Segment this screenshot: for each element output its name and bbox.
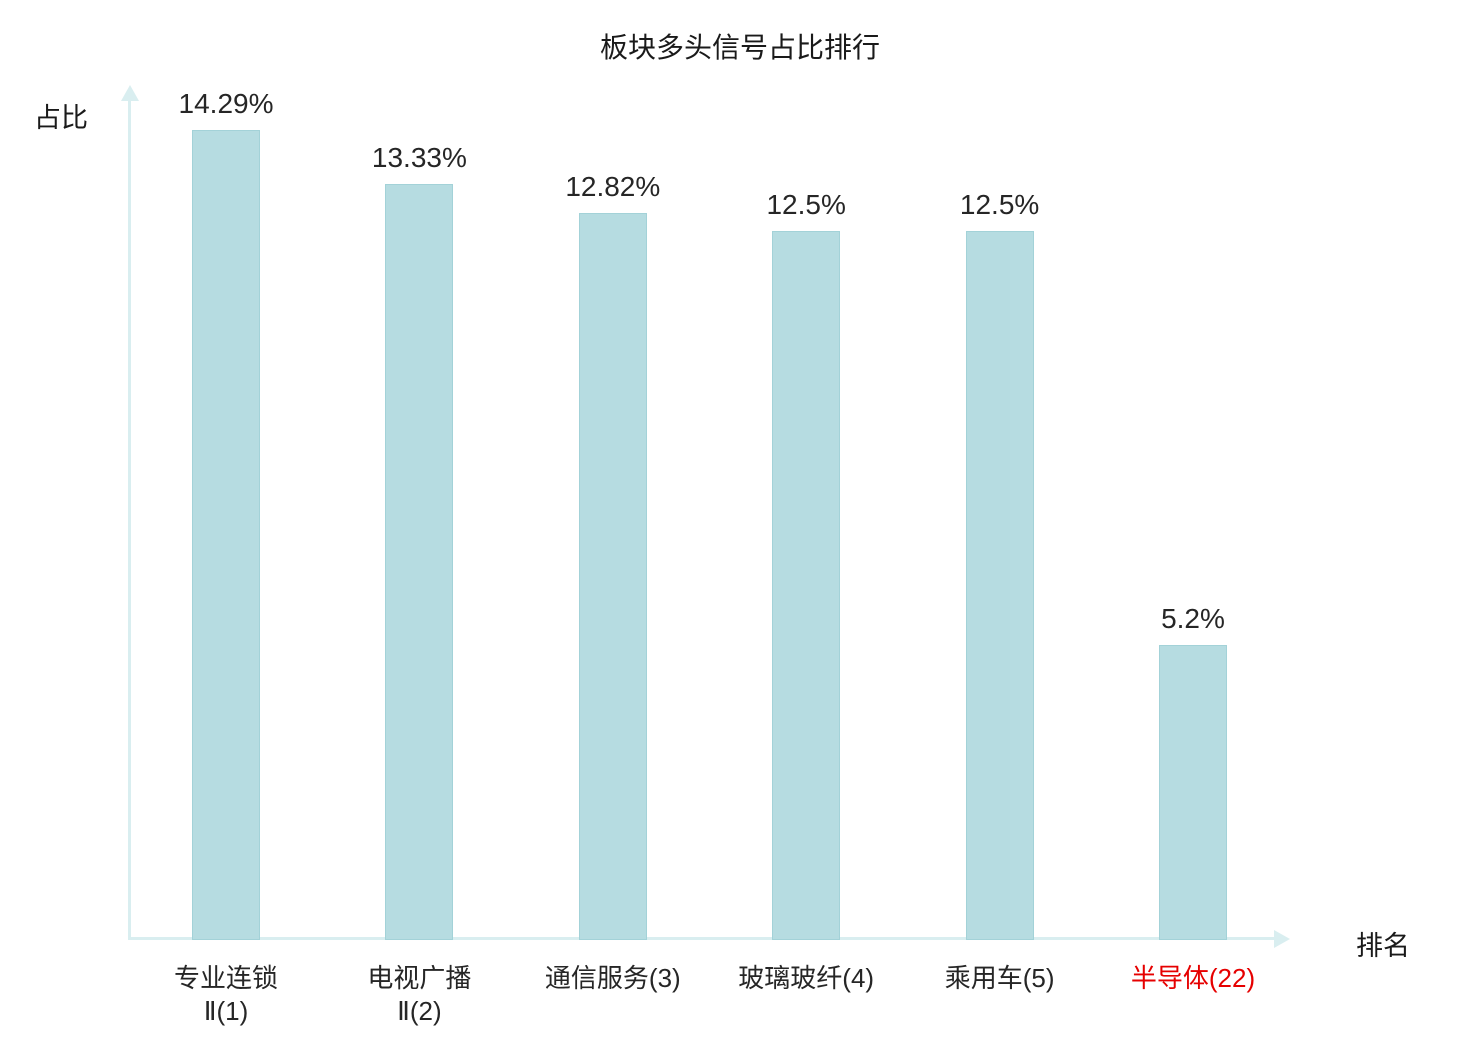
bar xyxy=(578,213,647,940)
bar-value-label: 12.5% xyxy=(766,189,846,220)
category-label: 专业连锁 Ⅱ(1) xyxy=(173,963,278,1026)
bar-value-label: 12.5% xyxy=(959,189,1040,220)
category-label: 通信服务(3) xyxy=(544,963,681,993)
chart-title: 板块多头信号占比排行 xyxy=(599,32,880,63)
category-label: 玻璃玻纤(4) xyxy=(738,963,875,993)
category-label: 电视广播 Ⅱ(2) xyxy=(367,963,472,1026)
bar xyxy=(1159,645,1227,940)
x-axis-label: 排名 xyxy=(1356,931,1410,961)
bar xyxy=(192,130,260,940)
bar xyxy=(385,184,454,940)
y-axis-label: 占比 xyxy=(34,103,88,133)
bar-value-label: 12.82% xyxy=(565,171,661,202)
y-axis-arrow-icon xyxy=(121,85,139,101)
x-axis-arrow-icon xyxy=(1274,930,1290,948)
bar-value-label: 13.33% xyxy=(371,142,467,173)
bar-value-label: 5.2% xyxy=(1161,603,1225,634)
category-label: 乘用车(5) xyxy=(944,963,1055,993)
bar-value-label: 14.29% xyxy=(178,88,274,119)
bar xyxy=(965,231,1034,940)
category-label: 半导体(22) xyxy=(1130,963,1256,993)
y-axis xyxy=(128,100,131,940)
bar xyxy=(772,231,841,940)
x-axis xyxy=(128,937,1276,940)
